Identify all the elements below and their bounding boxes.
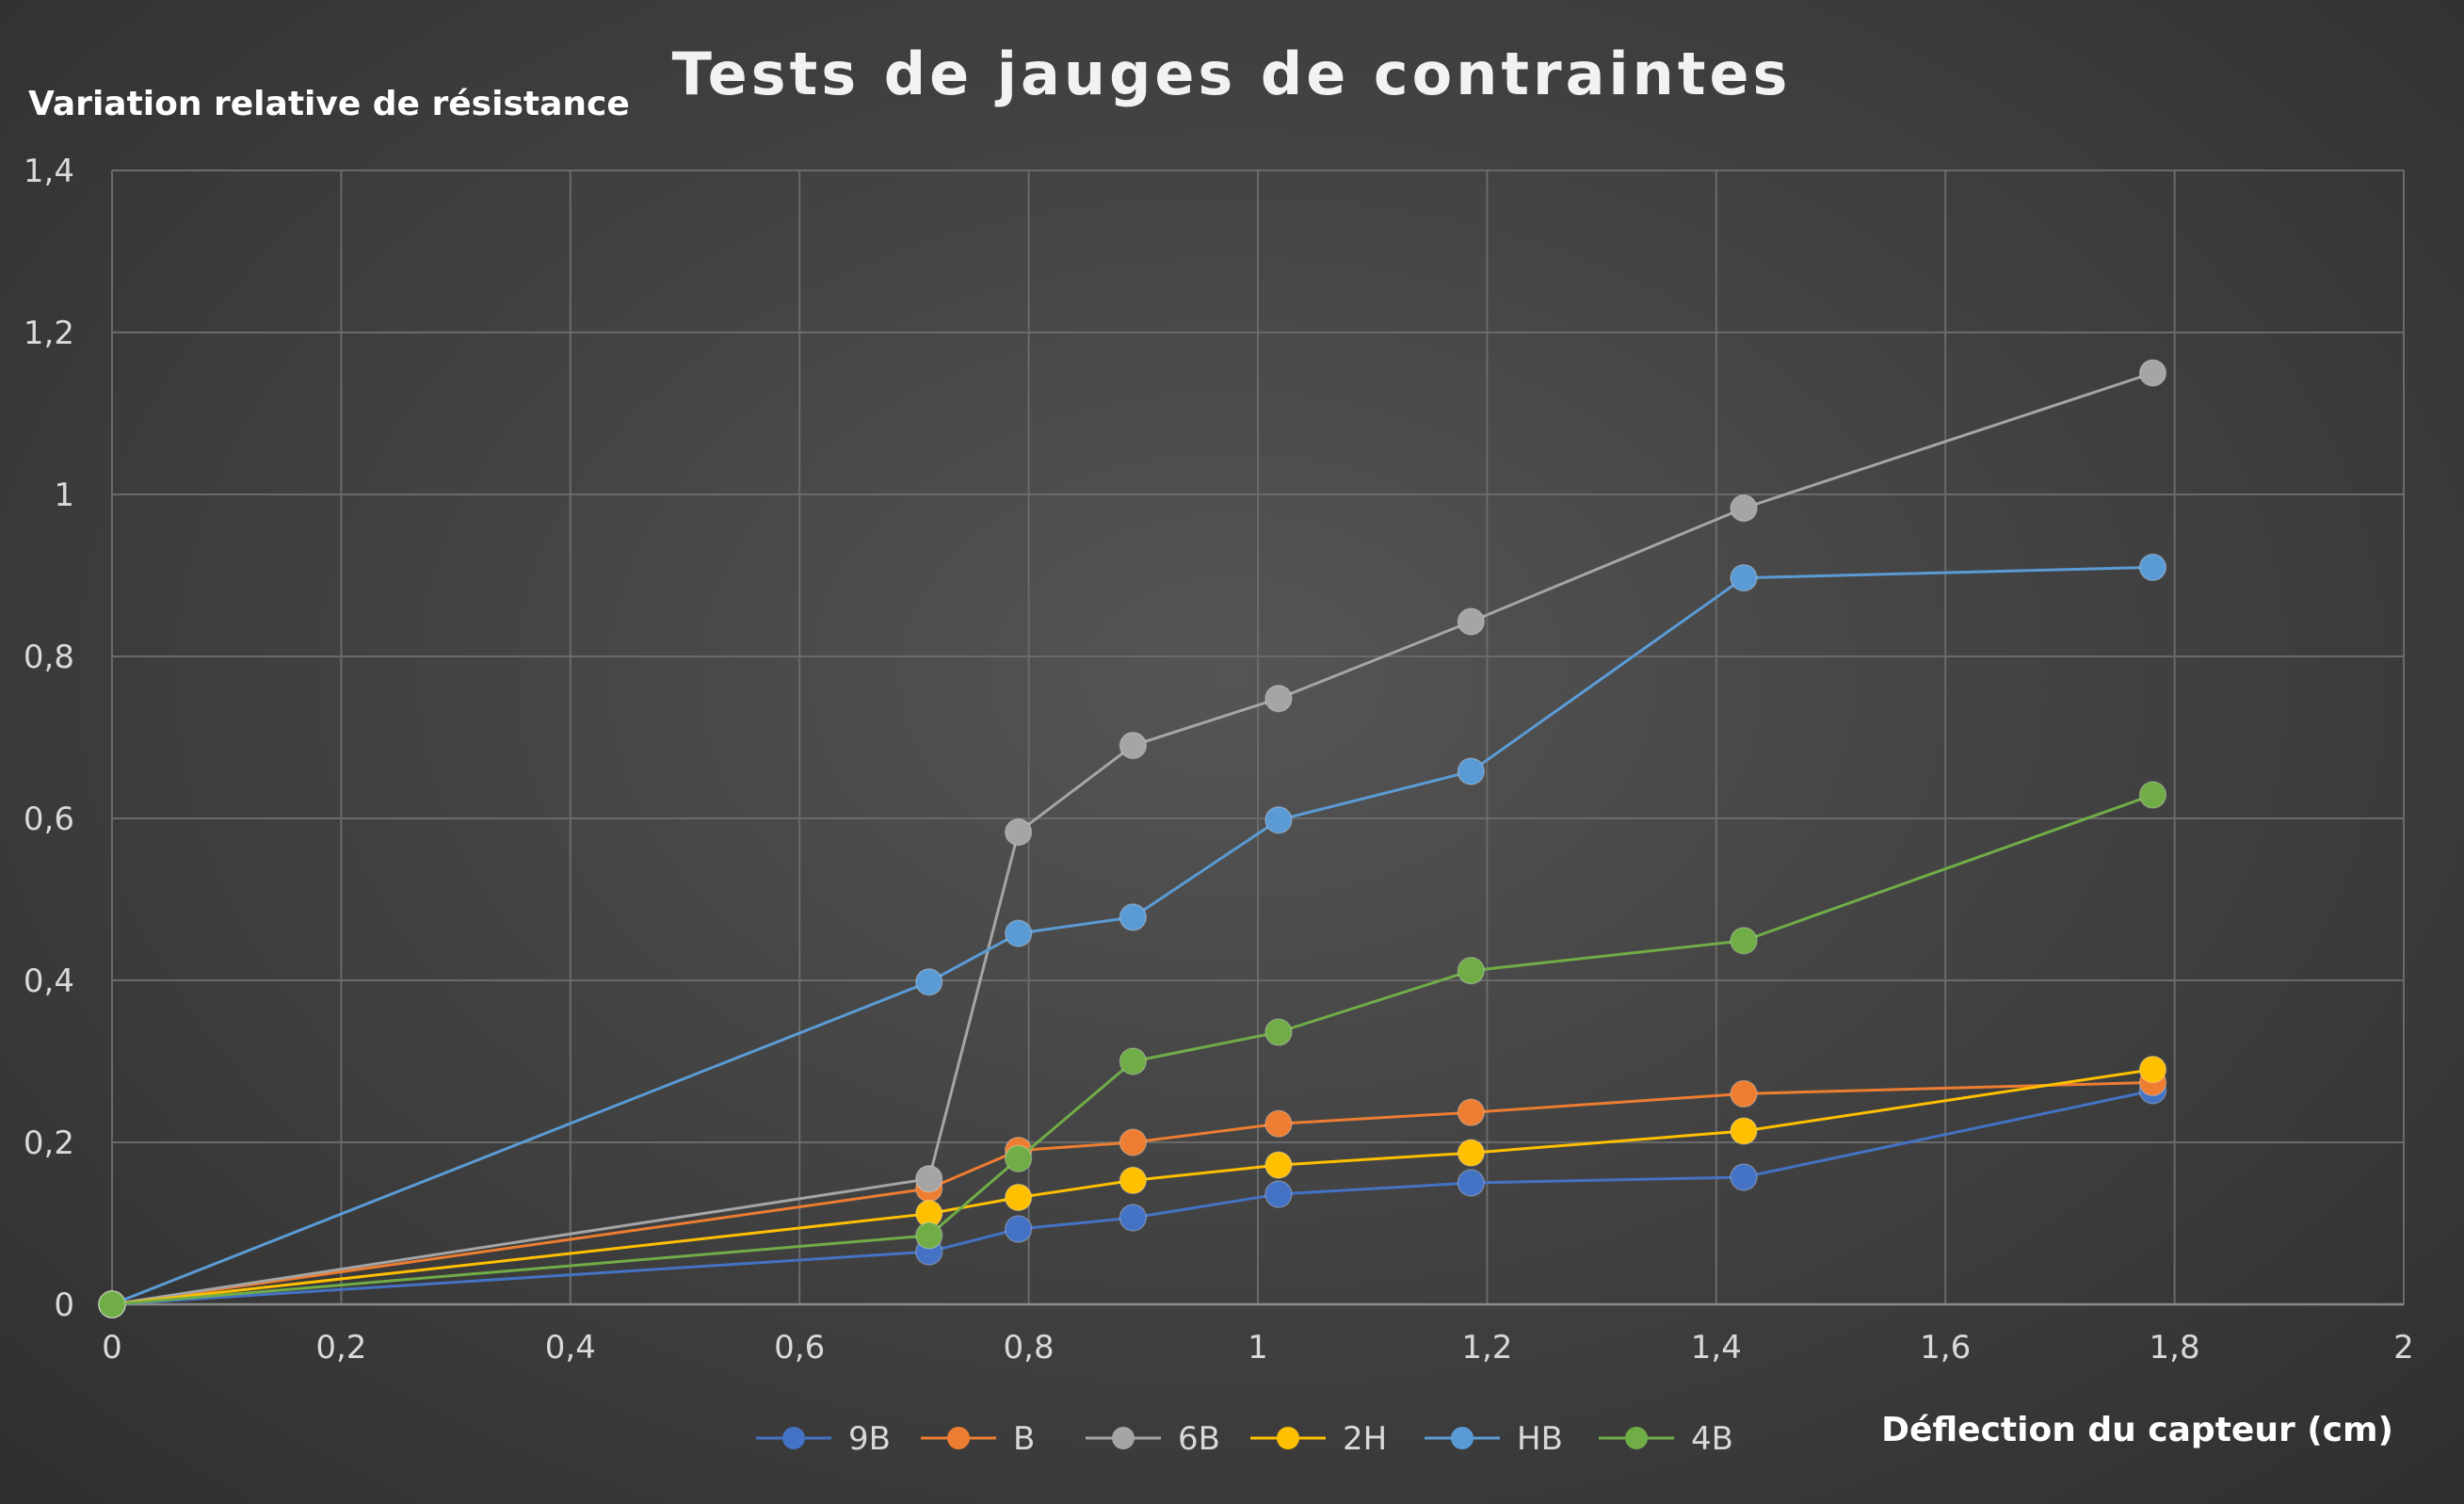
series-hb xyxy=(98,553,2167,1318)
series-line-4b xyxy=(111,793,2154,1306)
data-point xyxy=(1730,1117,1758,1145)
legend-item-b[interactable]: B xyxy=(921,1420,1035,1458)
data-point xyxy=(98,1290,126,1318)
data-point xyxy=(1119,1166,1148,1195)
series-line-9b xyxy=(111,1089,2153,1306)
data-point xyxy=(1457,956,1486,985)
legend-marker xyxy=(1451,1427,1474,1449)
data-point xyxy=(914,1221,943,1250)
legend-item-4b[interactable]: 4B xyxy=(1599,1420,1733,1458)
legend-label: 6B xyxy=(1178,1420,1220,1458)
data-point xyxy=(1457,1139,1486,1167)
data-point xyxy=(1004,1144,1033,1172)
series-line-b xyxy=(111,1080,2153,1306)
tick-labels: 0 0,2 0,4 0,6 0,8 1 1,2 1,4 0 0,2 0,4 0,6 0,8 1 1,2 1,4… xyxy=(24,153,2414,1367)
data-point xyxy=(1119,1047,1148,1075)
x-axis-title: Déflection du capteur (cm) xyxy=(1881,1411,2393,1449)
legend-item-2h[interactable]: 2H xyxy=(1250,1420,1387,1458)
x-tick-label: 2 xyxy=(2393,1329,2414,1367)
x-tick-label: 0 xyxy=(102,1329,122,1367)
series-line-2h xyxy=(111,1068,2153,1306)
data-point xyxy=(1264,1180,1293,1208)
y-tick-label: 0,2 xyxy=(24,1124,74,1162)
legend-label: HB xyxy=(1517,1420,1563,1458)
data-point xyxy=(1119,1204,1148,1232)
x-tick-label: 1,2 xyxy=(1461,1329,1512,1367)
data-point xyxy=(1119,903,1148,931)
data-point xyxy=(1264,1018,1293,1046)
legend-label: 9B xyxy=(848,1420,891,1458)
legend-label: 2H xyxy=(1343,1420,1387,1458)
data-point xyxy=(1730,563,1758,592)
series-2h xyxy=(98,1055,2167,1318)
legend-item-9b[interactable]: 9B xyxy=(756,1420,891,1458)
data-point xyxy=(1119,1128,1148,1156)
data-point xyxy=(1004,1215,1033,1243)
y-tick-label: 0,6 xyxy=(24,801,74,838)
data-point xyxy=(1264,1151,1293,1179)
legend-label: B xyxy=(1013,1420,1035,1458)
data-point xyxy=(914,1164,943,1193)
x-tick-label: 1 xyxy=(1248,1329,1268,1367)
data-point xyxy=(1457,607,1486,636)
data-point xyxy=(1457,1169,1486,1197)
x-tick-label: 1,4 xyxy=(1691,1329,1742,1367)
data-point xyxy=(1730,1079,1758,1108)
y-tick-label: 0,4 xyxy=(24,962,74,1000)
x-tick-label: 0,2 xyxy=(315,1329,366,1367)
legend-marker xyxy=(782,1427,805,1449)
y-tick-label: 1,4 xyxy=(24,153,74,190)
data-point xyxy=(1730,1163,1758,1191)
x-tick-label: 0,8 xyxy=(1004,1329,1055,1367)
grid xyxy=(111,170,2405,1304)
data-point xyxy=(1264,1109,1293,1138)
data-point xyxy=(1457,1098,1486,1126)
y-axis-title: Variation relative de résistance xyxy=(28,85,630,123)
series-group xyxy=(98,359,2167,1318)
data-point xyxy=(2138,1055,2167,1084)
y-tick-label: 0,8 xyxy=(24,639,74,676)
x-tick-label: 1,6 xyxy=(1920,1329,1971,1367)
legend-item-hb[interactable]: HB xyxy=(1425,1420,1563,1458)
legend-marker xyxy=(1112,1427,1135,1449)
legend-marker xyxy=(1277,1427,1299,1449)
data-point xyxy=(1004,817,1033,847)
legend-label: 4B xyxy=(1691,1420,1733,1458)
series-4b xyxy=(98,781,2167,1318)
x-tick-label: 1,8 xyxy=(2150,1329,2200,1367)
data-point xyxy=(1457,757,1486,785)
y-tick-label: 1 xyxy=(54,477,74,514)
data-point xyxy=(1730,927,1758,955)
series-line-6b xyxy=(111,371,2153,1306)
data-point xyxy=(2138,781,2167,809)
legend-item-6b[interactable]: 6B xyxy=(1086,1420,1220,1458)
x-tick-label: 0,4 xyxy=(545,1329,596,1367)
y-tick-label: 1,2 xyxy=(24,315,74,352)
data-point xyxy=(2138,359,2167,387)
data-point xyxy=(1730,493,1758,523)
chart-title: Tests de jauges de contraintes xyxy=(672,40,1792,108)
legend: 9B B 6B 2H HB 4B xyxy=(756,1420,1733,1458)
data-point xyxy=(1004,919,1033,947)
x-tick-label: 0,6 xyxy=(774,1329,825,1367)
series-line-hb xyxy=(111,565,2153,1306)
y-tick-label: 0 xyxy=(54,1286,74,1324)
data-point xyxy=(914,967,943,996)
data-point xyxy=(1004,1183,1033,1212)
legend-marker xyxy=(1625,1427,1648,1449)
data-point xyxy=(2138,553,2167,582)
legend-marker xyxy=(947,1427,970,1449)
data-point xyxy=(1264,805,1293,834)
data-point xyxy=(1264,684,1293,713)
data-point xyxy=(1119,731,1148,760)
